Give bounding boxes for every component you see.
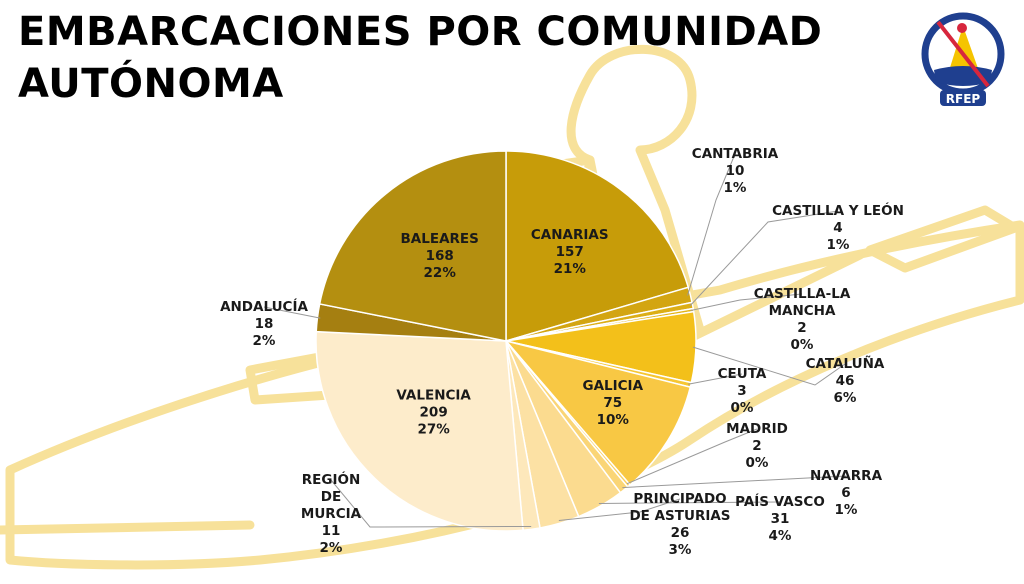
title-line-2: AUTÓNOMA bbox=[18, 61, 284, 107]
leader-line-andalucia bbox=[263, 306, 321, 319]
leader-line-pais-vasco bbox=[598, 501, 781, 504]
logo-text: RFEP bbox=[946, 92, 981, 106]
data-label-ceuta: CEUTA 3 0% bbox=[718, 366, 767, 416]
data-label-pais-vasco: PAÍS VASCO 31 4% bbox=[735, 493, 825, 544]
leader-line-cataluna bbox=[692, 346, 846, 386]
data-label-principado-de-asturias: PRINCIPADO DE ASTURIAS 26 3% bbox=[629, 491, 730, 558]
pie-slice-canarias bbox=[505, 150, 690, 343]
data-label-andalucia: ANDALUCÍA 18 2% bbox=[220, 298, 308, 349]
leader-line-madrid bbox=[626, 428, 758, 485]
logo-paddle bbox=[936, 20, 990, 88]
leader-line-navarra bbox=[622, 475, 847, 489]
leader-line-castilla-la-mancha bbox=[690, 293, 803, 312]
data-label-madrid: MADRID 2 0% bbox=[726, 421, 788, 471]
data-label-navarra: NAVARRA 6 1% bbox=[810, 468, 883, 518]
pie-slice-valencia bbox=[315, 330, 524, 532]
data-label-valencia: VALENCIA 209 27% bbox=[396, 387, 471, 437]
data-label-region-de-murcia: REGIÓN DE MURCIA 11 2% bbox=[301, 470, 362, 556]
kayak-tail-outline bbox=[0, 520, 255, 535]
leader-line-castilla-y-leon bbox=[689, 210, 839, 307]
leader-lines bbox=[263, 153, 847, 528]
rfep-logo: RFEP bbox=[921, 12, 1005, 106]
leader-line-principado-de-asturias bbox=[558, 498, 681, 522]
paddler-outline bbox=[555, 44, 705, 335]
title-line-1: EMBARCACIONES POR COMUNIDAD bbox=[18, 9, 823, 55]
data-label-castilla-la-mancha: CASTILLA-LA MANCHA 2 0% bbox=[754, 286, 851, 353]
data-label-baleares: BALEARES 168 22% bbox=[401, 231, 479, 281]
logo-head bbox=[957, 23, 967, 33]
data-label-cantabria: CANTABRIA 10 1% bbox=[692, 146, 779, 196]
leader-line-ceuta bbox=[687, 373, 743, 385]
leader-line-region-de-murcia bbox=[330, 479, 532, 528]
data-label-castilla-y-leon: CASTILLA Y LEÓN 4 1% bbox=[772, 201, 904, 253]
logo-sail bbox=[948, 26, 980, 74]
data-label-cataluna: CATALUÑA 46 6% bbox=[806, 355, 885, 406]
pie-slice-baleares bbox=[318, 150, 507, 342]
leader-line-cantabria bbox=[687, 153, 736, 296]
data-label-galicia: GALICIA 75 10% bbox=[582, 378, 643, 428]
pie-slices bbox=[315, 150, 697, 532]
kayak-hull-outline bbox=[5, 220, 1024, 570]
data-labels: CANARIAS 157 21% CANTABRIA 10 1%CASTILLA Y LE… bbox=[220, 146, 904, 558]
logo-banner bbox=[940, 90, 986, 106]
data-label-canarias: CANARIAS 157 21% bbox=[531, 227, 609, 277]
page-title: EMBARCACIONES POR COMUNIDAD AUTÓNOMA bbox=[18, 6, 878, 110]
